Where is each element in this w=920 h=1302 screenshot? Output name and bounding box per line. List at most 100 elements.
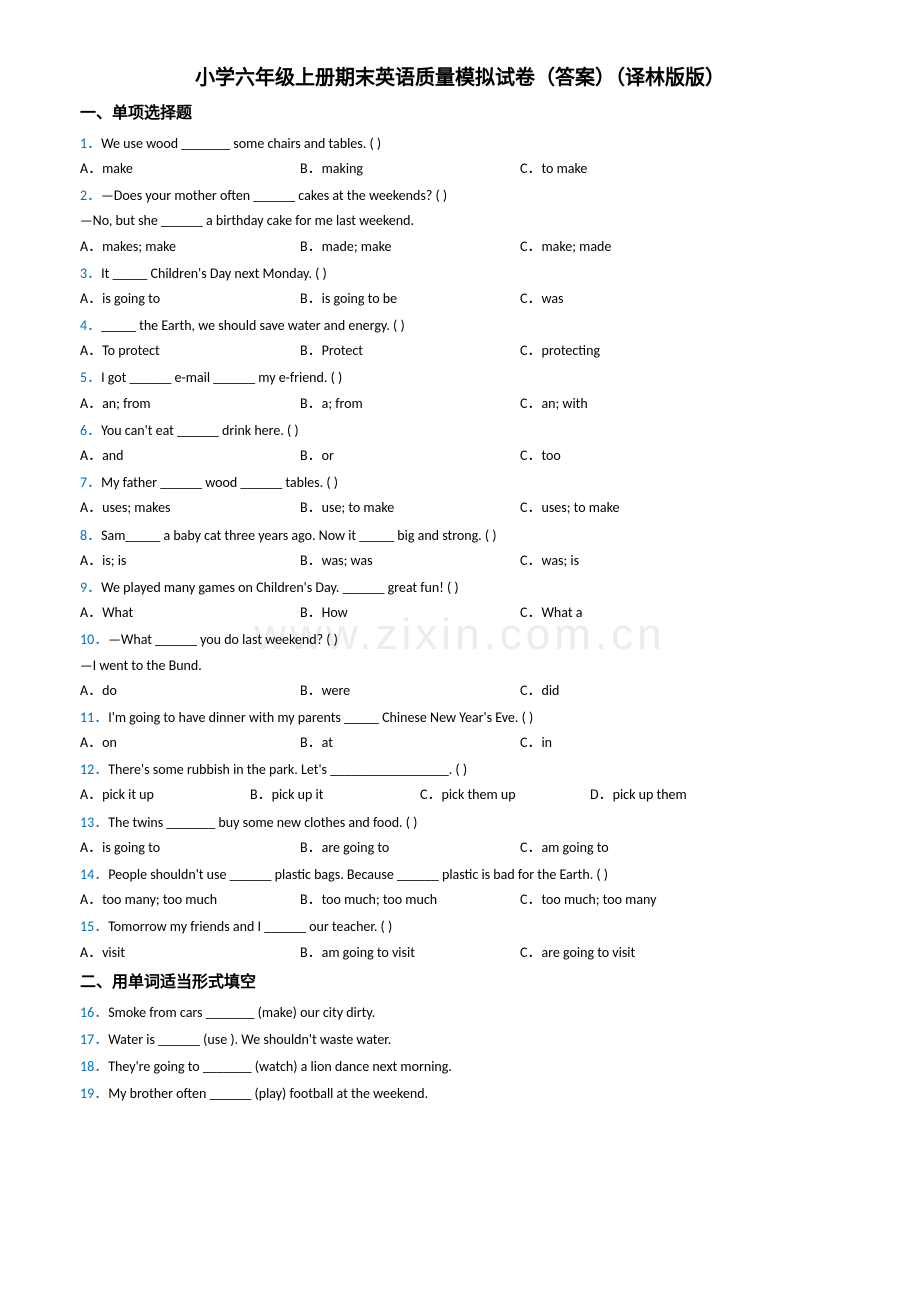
option: B．or bbox=[300, 443, 500, 468]
question-stem: —Does your mother often ______ cakes at … bbox=[101, 187, 447, 204]
option: B．pick up it bbox=[250, 782, 400, 807]
option: C．was; is bbox=[520, 548, 720, 573]
content-area: 小学六年级上册期末英语质量模拟试卷（答案）（译林版版） 一、单项选择题 1．We… bbox=[80, 60, 840, 1106]
option: A．and bbox=[80, 443, 280, 468]
option: C．am going to bbox=[520, 835, 720, 860]
question-text: 7．My father ______ wood ______ tables. (… bbox=[80, 470, 840, 495]
question-text: 13．The twins _______ buy some new clothe… bbox=[80, 810, 840, 835]
question-stem: _____ the Earth, we should save water an… bbox=[101, 317, 405, 334]
question-number: 11． bbox=[80, 709, 108, 726]
fill-question-17: 17．Water is ______ (use ). We shouldn't … bbox=[80, 1027, 840, 1052]
question-text: 14．People shouldn't use ______ plastic b… bbox=[80, 862, 840, 887]
question-text: 10．—What ______ you do last weekend? ( ) bbox=[80, 627, 840, 652]
options-row: A．andB．orC．too bbox=[80, 443, 840, 468]
question-text: 12．There's some rubbish in the park. Let… bbox=[80, 757, 840, 782]
question-text: 1．We use wood _______ some chairs and ta… bbox=[80, 131, 840, 156]
question-number: 4． bbox=[80, 317, 101, 334]
question-stem: Sam_____ a baby cat three years ago. Now… bbox=[101, 527, 496, 544]
options-row: A．visit B．am going to visit C．are going to… bbox=[80, 940, 840, 965]
question-10: 10．—What ______ you do last weekend? ( )… bbox=[80, 627, 840, 703]
option: B．made; make bbox=[300, 234, 500, 259]
question-number: 10． bbox=[80, 631, 108, 648]
question-11: 11．I'm going to have dinner with my pare… bbox=[80, 705, 840, 755]
option: A．What bbox=[80, 600, 280, 625]
options-row: A．is going to B．are going to C．am going to bbox=[80, 835, 840, 860]
fill-text: They're going to _______ (watch) a lion … bbox=[108, 1058, 452, 1075]
question-text: 5．I got ______ e-mail ______ my e-friend… bbox=[80, 365, 840, 390]
question-number: 17． bbox=[80, 1031, 108, 1048]
question-text: 2．—Does your mother often ______ cakes a… bbox=[80, 183, 840, 208]
option: A．pick it up bbox=[80, 782, 230, 807]
option: A．is going to bbox=[80, 835, 280, 860]
option: C．too much; too many bbox=[520, 887, 720, 912]
section-1-header: 一、单项选择题 bbox=[80, 100, 840, 129]
question-number: 15． bbox=[80, 918, 108, 935]
option: C．make; made bbox=[520, 234, 720, 259]
question-13: 13．The twins _______ buy some new clothe… bbox=[80, 810, 840, 860]
option: C．an; with bbox=[520, 391, 720, 416]
option: B．How bbox=[300, 600, 500, 625]
option: A．an; from bbox=[80, 391, 280, 416]
question-stem: We played many games on Children's Day. … bbox=[101, 579, 459, 596]
options-row: A．doB．wereC．did bbox=[80, 678, 840, 703]
question-4: 4．_____ the Earth, we should save water … bbox=[80, 313, 840, 363]
question-15: 15．Tomorrow my friends and I ______ our … bbox=[80, 914, 840, 964]
question-stem: Tomorrow my friends and I ______ our tea… bbox=[108, 918, 392, 935]
option: D．pick up them bbox=[590, 782, 740, 807]
option: A．do bbox=[80, 678, 280, 703]
fill-question-19: 19．My brother often ______ (play) footba… bbox=[80, 1081, 840, 1106]
option: A．make bbox=[80, 156, 280, 181]
question-number: 9． bbox=[80, 579, 101, 596]
options-row: A．To protectB．ProtectC．protecting bbox=[80, 338, 840, 363]
section-2-header: 二、用单词适当形式填空 bbox=[80, 969, 840, 998]
question-stem: People shouldn't use ______ plastic bags… bbox=[108, 866, 608, 883]
option: B．a; from bbox=[300, 391, 500, 416]
question-2: 2．—Does your mother often ______ cakes a… bbox=[80, 183, 840, 259]
multiple-choice-container: 1．We use wood _______ some chairs and ta… bbox=[80, 131, 840, 965]
option: A．is; is bbox=[80, 548, 280, 573]
question-8: 8．Sam_____ a baby cat three years ago. N… bbox=[80, 523, 840, 573]
option: B．are going to bbox=[300, 835, 500, 860]
page-title: 小学六年级上册期末英语质量模拟试卷（答案）（译林版版） bbox=[80, 60, 840, 96]
options-row: A．is; is B．was; was C．was; is bbox=[80, 548, 840, 573]
question-text: 9．We played many games on Children's Day… bbox=[80, 575, 840, 600]
options-row: A．pick it up B．pick up it C．pick them up D．… bbox=[80, 782, 840, 807]
question-stem: The twins _______ buy some new clothes a… bbox=[108, 814, 417, 831]
question-7: 7．My father ______ wood ______ tables. (… bbox=[80, 470, 840, 520]
option: B．at bbox=[300, 730, 500, 755]
options-row: A．an; from B．a; from C．an; with bbox=[80, 391, 840, 416]
options-row: A．What B．How C．What a bbox=[80, 600, 840, 625]
question-stem: —What ______ you do last weekend? ( ) bbox=[108, 631, 338, 648]
question-number: 18． bbox=[80, 1058, 108, 1075]
options-row: A．is going toB．is going to beC．was bbox=[80, 286, 840, 311]
option: C．pick them up bbox=[420, 782, 570, 807]
option: C．What a bbox=[520, 600, 720, 625]
option: B．was; was bbox=[300, 548, 500, 573]
option: B．Protect bbox=[300, 338, 500, 363]
fill-text: Water is ______ (use ). We shouldn't was… bbox=[108, 1031, 391, 1048]
question-number: 2． bbox=[80, 187, 101, 204]
question-number: 8． bbox=[80, 527, 101, 544]
question-number: 16． bbox=[80, 1004, 108, 1021]
option: A．visit bbox=[80, 940, 280, 965]
question-text: 11．I'm going to have dinner with my pare… bbox=[80, 705, 840, 730]
question-number: 13． bbox=[80, 814, 108, 831]
option: A．on bbox=[80, 730, 280, 755]
fill-question-16: 16．Smoke from cars _______ (make) our ci… bbox=[80, 1000, 840, 1025]
fill-text: My brother often ______ (play) football … bbox=[108, 1085, 428, 1102]
question-text-line2: —No, but she ______ a birthday cake for … bbox=[80, 208, 840, 233]
question-stem: My father ______ wood ______ tables. ( ) bbox=[101, 474, 338, 491]
option: C．are going to visit bbox=[520, 940, 720, 965]
option: B．am going to visit bbox=[300, 940, 500, 965]
option: C．did bbox=[520, 678, 720, 703]
option: A．To protect bbox=[80, 338, 280, 363]
question-stem: You can't eat ______ drink here. ( ) bbox=[101, 422, 299, 439]
question-9: 9．We played many games on Children's Day… bbox=[80, 575, 840, 625]
option: C．in bbox=[520, 730, 720, 755]
option: C．was bbox=[520, 286, 720, 311]
question-number: 19． bbox=[80, 1085, 108, 1102]
option: A．is going to bbox=[80, 286, 280, 311]
question-text: 15．Tomorrow my friends and I ______ our … bbox=[80, 914, 840, 939]
question-number: 12． bbox=[80, 761, 108, 778]
question-number: 5． bbox=[80, 369, 101, 386]
